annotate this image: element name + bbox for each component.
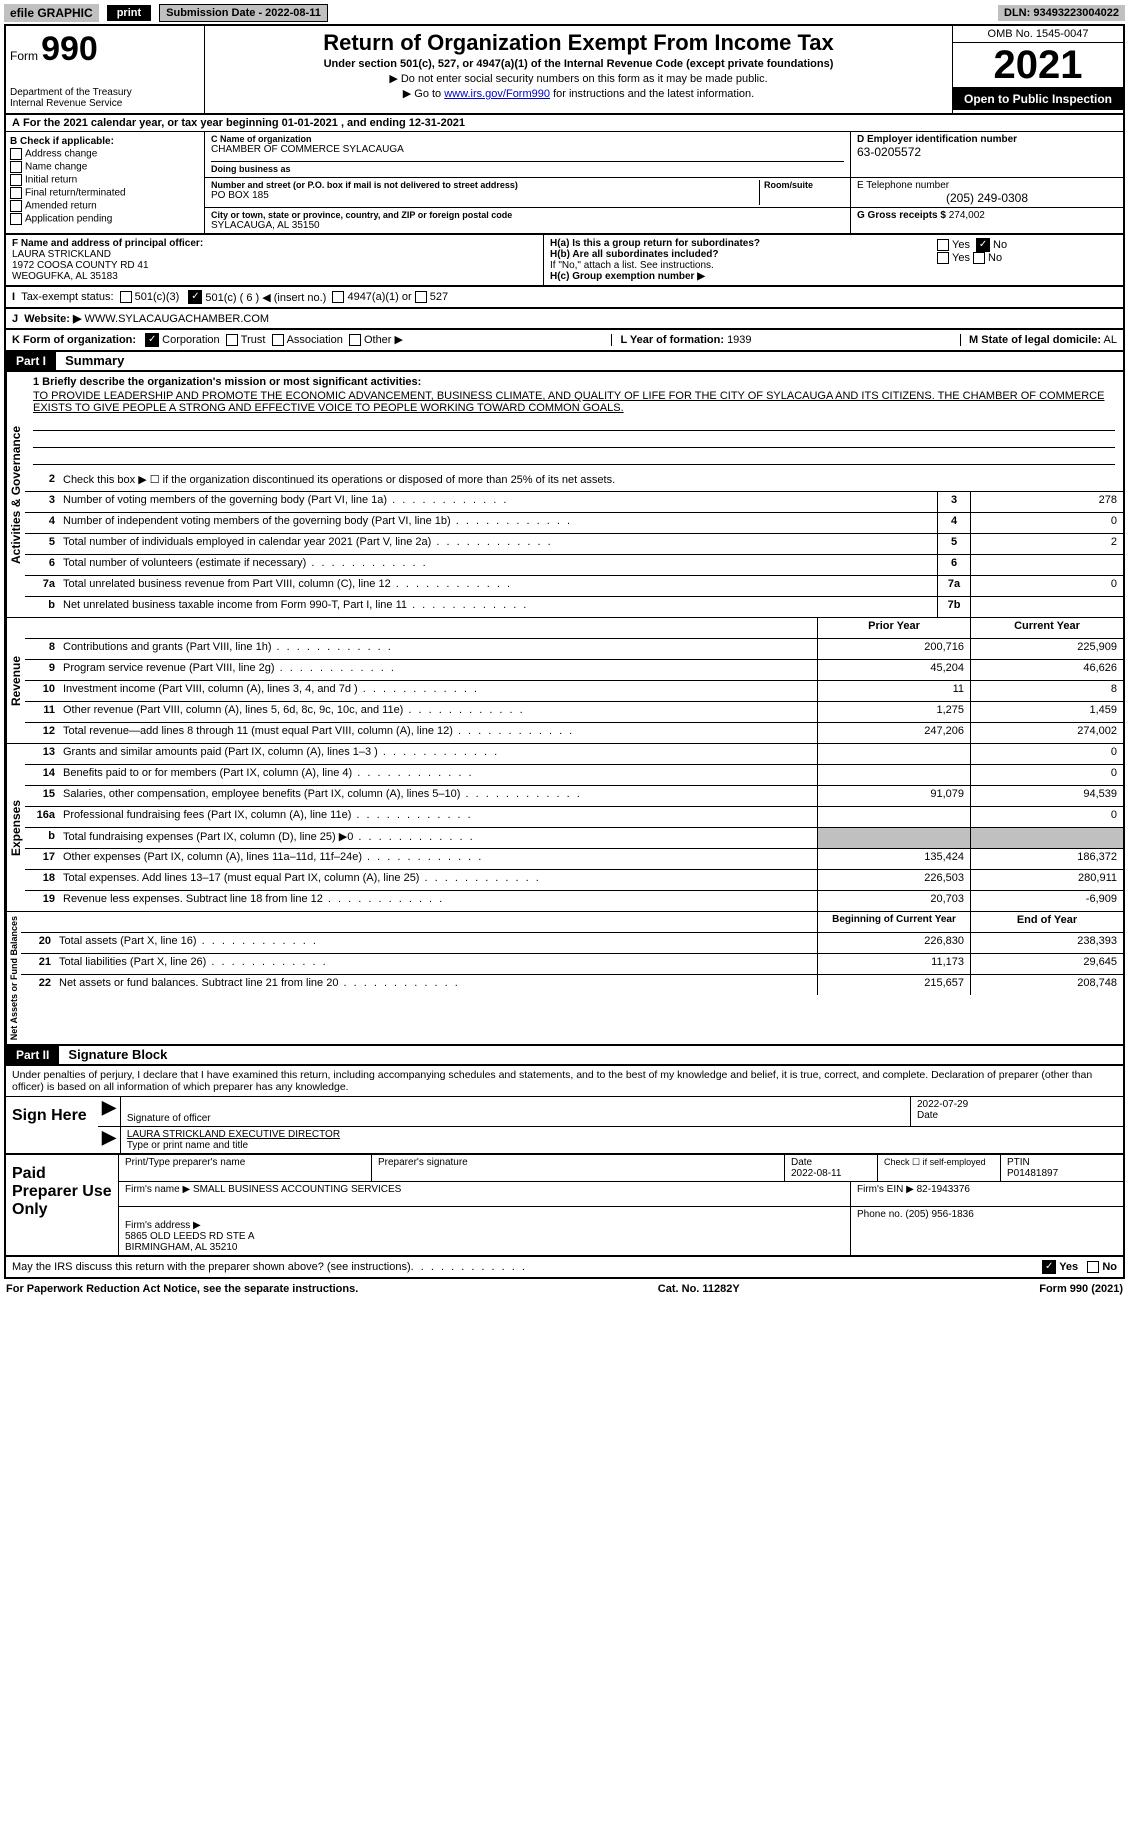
data-line: 14Benefits paid to or for members (Part …	[25, 765, 1123, 786]
gov-line: bNet unrelated business taxable income f…	[25, 597, 1123, 617]
data-line: 20Total assets (Part X, line 16)226,8302…	[21, 933, 1123, 954]
box-i: I Tax-exempt status: 501(c)(3) 501(c) ( …	[4, 287, 1125, 309]
period-line: A For the 2021 calendar year, or tax yea…	[4, 115, 1125, 132]
efile-badge: efile GRAPHIC	[4, 4, 99, 22]
gov-line: 7aTotal unrelated business revenue from …	[25, 576, 1123, 597]
mission-text: TO PROVIDE LEADERSHIP AND PROMOTE THE EC…	[33, 390, 1115, 414]
form-title: Return of Organization Exempt From Incom…	[213, 30, 944, 56]
data-line: 17Other expenses (Part IX, column (A), l…	[25, 849, 1123, 870]
firm-ein: 82-1943376	[917, 1184, 970, 1195]
omb: OMB No. 1545-0047	[953, 26, 1123, 43]
open-inspection: Open to Public Inspection	[953, 88, 1123, 110]
box-j: J Website: ▶ WWW.SYLACAUGACHAMBER.COM	[4, 309, 1125, 330]
header-right: OMB No. 1545-0047 2021 Open to Public In…	[952, 26, 1123, 113]
phone: (205) 249-0308	[857, 191, 1117, 205]
gross-receipts: 274,002	[949, 210, 985, 221]
row-fh: F Name and address of principal officer:…	[4, 235, 1125, 287]
data-line: 12Total revenue—add lines 8 through 11 (…	[25, 723, 1123, 743]
data-line: 19Revenue less expenses. Subtract line 1…	[25, 891, 1123, 911]
section-revenue: Revenue Prior Year Current Year 8Contrib…	[6, 618, 1123, 744]
sidelabel-rev: Revenue	[6, 618, 25, 743]
form-header: Form 990 Department of the Treasury Inte…	[4, 24, 1125, 115]
irs-link[interactable]: www.irs.gov/Form990	[444, 88, 550, 100]
data-line: 16aProfessional fundraising fees (Part I…	[25, 807, 1123, 828]
header-center: Return of Organization Exempt From Incom…	[205, 26, 952, 113]
header-left: Form 990 Department of the Treasury Inte…	[6, 26, 205, 113]
gov-line: 5Total number of individuals employed in…	[25, 534, 1123, 555]
note-link: ▶ Go to www.irs.gov/Form990 for instruct…	[213, 87, 944, 100]
section-expenses: Expenses 13Grants and similar amounts pa…	[6, 744, 1123, 912]
data-line: 13Grants and similar amounts paid (Part …	[25, 744, 1123, 765]
ptin: P01481897	[1007, 1168, 1058, 1179]
arrow-icon: ▶	[98, 1097, 120, 1126]
part1-header: Part I Summary	[4, 352, 1125, 372]
preparer-section: Paid Preparer Use Only Print/Type prepar…	[4, 1155, 1125, 1257]
chk-initial[interactable]: Initial return	[10, 174, 200, 186]
org-name: CHAMBER OF COMMERCE SYLACAUGA	[211, 144, 844, 155]
gov-line: 3Number of voting members of the governi…	[25, 492, 1123, 513]
form-word: Form	[10, 49, 38, 63]
box-h-answers: Yes No Yes No	[931, 235, 1123, 285]
print-button[interactable]: print	[107, 5, 151, 21]
sign-date: 2022-07-29	[917, 1099, 1117, 1110]
firm-phone: (205) 956-1836	[905, 1209, 973, 1220]
tax-year: 2021	[953, 43, 1123, 88]
ein: 63-0205572	[857, 145, 1117, 159]
sign-here-label: Sign Here	[6, 1097, 98, 1153]
data-line: 8Contributions and grants (Part VIII, li…	[25, 639, 1123, 660]
mission-block: 1 Briefly describe the organization's mi…	[25, 372, 1123, 471]
chk-final[interactable]: Final return/terminated	[10, 187, 200, 199]
data-line: bTotal fundraising expenses (Part IX, co…	[25, 828, 1123, 849]
sidelabel-gov: Activities & Governance	[6, 372, 25, 617]
city-state-zip: SYLACAUGA, AL 35150	[211, 220, 844, 231]
data-line: 9Program service revenue (Part VIII, lin…	[25, 660, 1123, 681]
firm-name: SMALL BUSINESS ACCOUNTING SERVICES	[193, 1184, 401, 1195]
discuss-line: May the IRS discuss this return with the…	[4, 1257, 1125, 1279]
chk-pending[interactable]: Application pending	[10, 213, 200, 225]
dln: DLN: 93493223004022	[998, 5, 1125, 21]
data-line: 22Net assets or fund balances. Subtract …	[21, 975, 1123, 995]
form-number: 990	[41, 30, 98, 68]
arrow-icon: ▶	[98, 1127, 120, 1153]
street-address: PO BOX 185	[211, 190, 759, 201]
chk-name[interactable]: Name change	[10, 161, 200, 173]
officer-name: LAURA STRICKLAND EXECUTIVE DIRECTOR	[127, 1129, 1117, 1140]
cat-no: Cat. No. 11282Y	[658, 1283, 740, 1295]
website[interactable]: WWW.SYLACAUGACHAMBER.COM	[84, 313, 269, 325]
data-line: 18Total expenses. Add lines 13–17 (must …	[25, 870, 1123, 891]
submission-date: Submission Date - 2022-08-11	[159, 4, 328, 22]
box-b: B Check if applicable: Address change Na…	[6, 132, 205, 233]
note-ssn: ▶ Do not enter social security numbers o…	[213, 72, 944, 85]
box-f: F Name and address of principal officer:…	[6, 235, 543, 285]
sidelabel-exp: Expenses	[6, 744, 25, 911]
sign-section: Sign Here ▶ Signature of officer 2022-07…	[4, 1096, 1125, 1155]
box-klm: K Form of organization: Corporation Trus…	[4, 330, 1125, 352]
gov-line: 6Total number of volunteers (estimate if…	[25, 555, 1123, 576]
penalties-text: Under penalties of perjury, I declare th…	[4, 1066, 1125, 1096]
dept: Department of the Treasury Internal Reve…	[10, 87, 200, 109]
data-line: 11Other revenue (Part VIII, column (A), …	[25, 702, 1123, 723]
prep-date: 2022-08-11	[791, 1168, 841, 1179]
data-line: 15Salaries, other compensation, employee…	[25, 786, 1123, 807]
data-line: 21Total liabilities (Part X, line 26)11,…	[21, 954, 1123, 975]
chk-address[interactable]: Address change	[10, 148, 200, 160]
form-ref: Form 990 (2021)	[1039, 1283, 1123, 1295]
box-cd: C Name of organization CHAMBER OF COMMER…	[205, 132, 1123, 233]
footer: For Paperwork Reduction Act Notice, see …	[4, 1279, 1125, 1299]
part1-body: Activities & Governance 1 Briefly descri…	[4, 372, 1125, 1046]
entity-block: B Check if applicable: Address change Na…	[4, 132, 1125, 235]
paperwork-notice: For Paperwork Reduction Act Notice, see …	[6, 1283, 358, 1295]
preparer-label: Paid Preparer Use Only	[6, 1155, 118, 1255]
topbar: efile GRAPHIC print Submission Date - 20…	[4, 4, 1125, 22]
box-h: H(a) Is this a group return for subordin…	[543, 235, 931, 285]
part2-header: Part II Signature Block	[4, 1046, 1125, 1066]
gov-line: 4Number of independent voting members of…	[25, 513, 1123, 534]
form-subtitle: Under section 501(c), 527, or 4947(a)(1)…	[213, 58, 944, 70]
section-netassets: Net Assets or Fund Balances Beginning of…	[6, 912, 1123, 1046]
sidelabel-net: Net Assets or Fund Balances	[6, 912, 21, 1044]
data-line: 10Investment income (Part VIII, column (…	[25, 681, 1123, 702]
chk-amended[interactable]: Amended return	[10, 200, 200, 212]
section-governance: Activities & Governance 1 Briefly descri…	[6, 372, 1123, 618]
firm-address: 5865 OLD LEEDS RD STE A BIRMINGHAM, AL 3…	[125, 1231, 255, 1253]
